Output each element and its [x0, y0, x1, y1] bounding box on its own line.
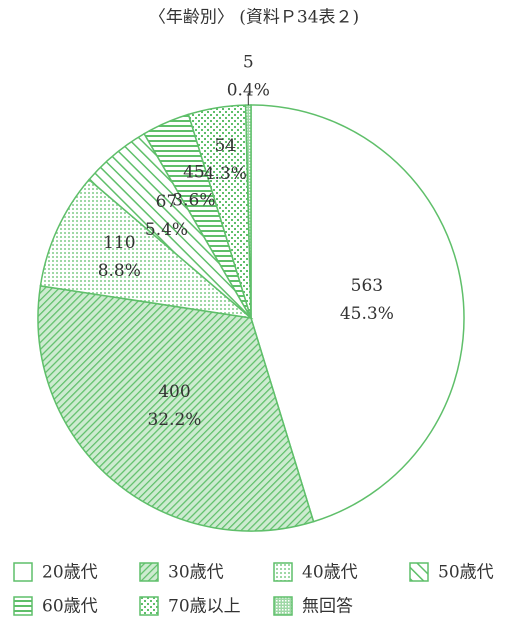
pie-slice: [244, 104, 252, 319]
legend-label: 20歳代: [42, 563, 98, 583]
legend-label: 50歳代: [438, 563, 494, 583]
chart-title: 〈年齢別〉 (資料Ｐ34表２): [149, 8, 359, 28]
value-label: 45: [183, 163, 205, 183]
legend-swatch: [139, 596, 159, 616]
percent-label: 32.2%: [147, 410, 201, 430]
legend-swatch: [409, 562, 429, 582]
value-label: 54: [214, 136, 236, 156]
legend-label: 70歳以上: [168, 597, 241, 617]
legend-swatch: [13, 596, 33, 616]
pie-slice: [250, 104, 465, 523]
legend-label: 無回答: [302, 597, 353, 617]
legend-swatch: [273, 596, 293, 616]
percent-label: 8.8%: [98, 261, 141, 281]
legend-label: 30歳代: [168, 563, 224, 583]
legend-label: 60歳代: [42, 597, 98, 617]
value-label: 110: [103, 233, 135, 253]
percent-label: 4.3%: [204, 164, 247, 184]
percent-label: 5.4%: [145, 220, 188, 240]
value-label: 400: [158, 382, 190, 402]
legend-swatch: [273, 562, 293, 582]
percent-label: 3.6%: [172, 191, 215, 211]
value-label: 67: [156, 192, 178, 212]
legend-label: 40歳代: [302, 563, 358, 583]
percent-label: 45.3%: [340, 304, 394, 324]
value-label: 563: [351, 276, 383, 296]
percent-label: 0.4%: [227, 81, 270, 101]
legend-swatch: [13, 562, 33, 582]
pie-slice: [39, 178, 254, 320]
legend-swatch: [139, 562, 159, 582]
pie-slice: [37, 284, 315, 532]
value-label: 5: [243, 53, 254, 73]
